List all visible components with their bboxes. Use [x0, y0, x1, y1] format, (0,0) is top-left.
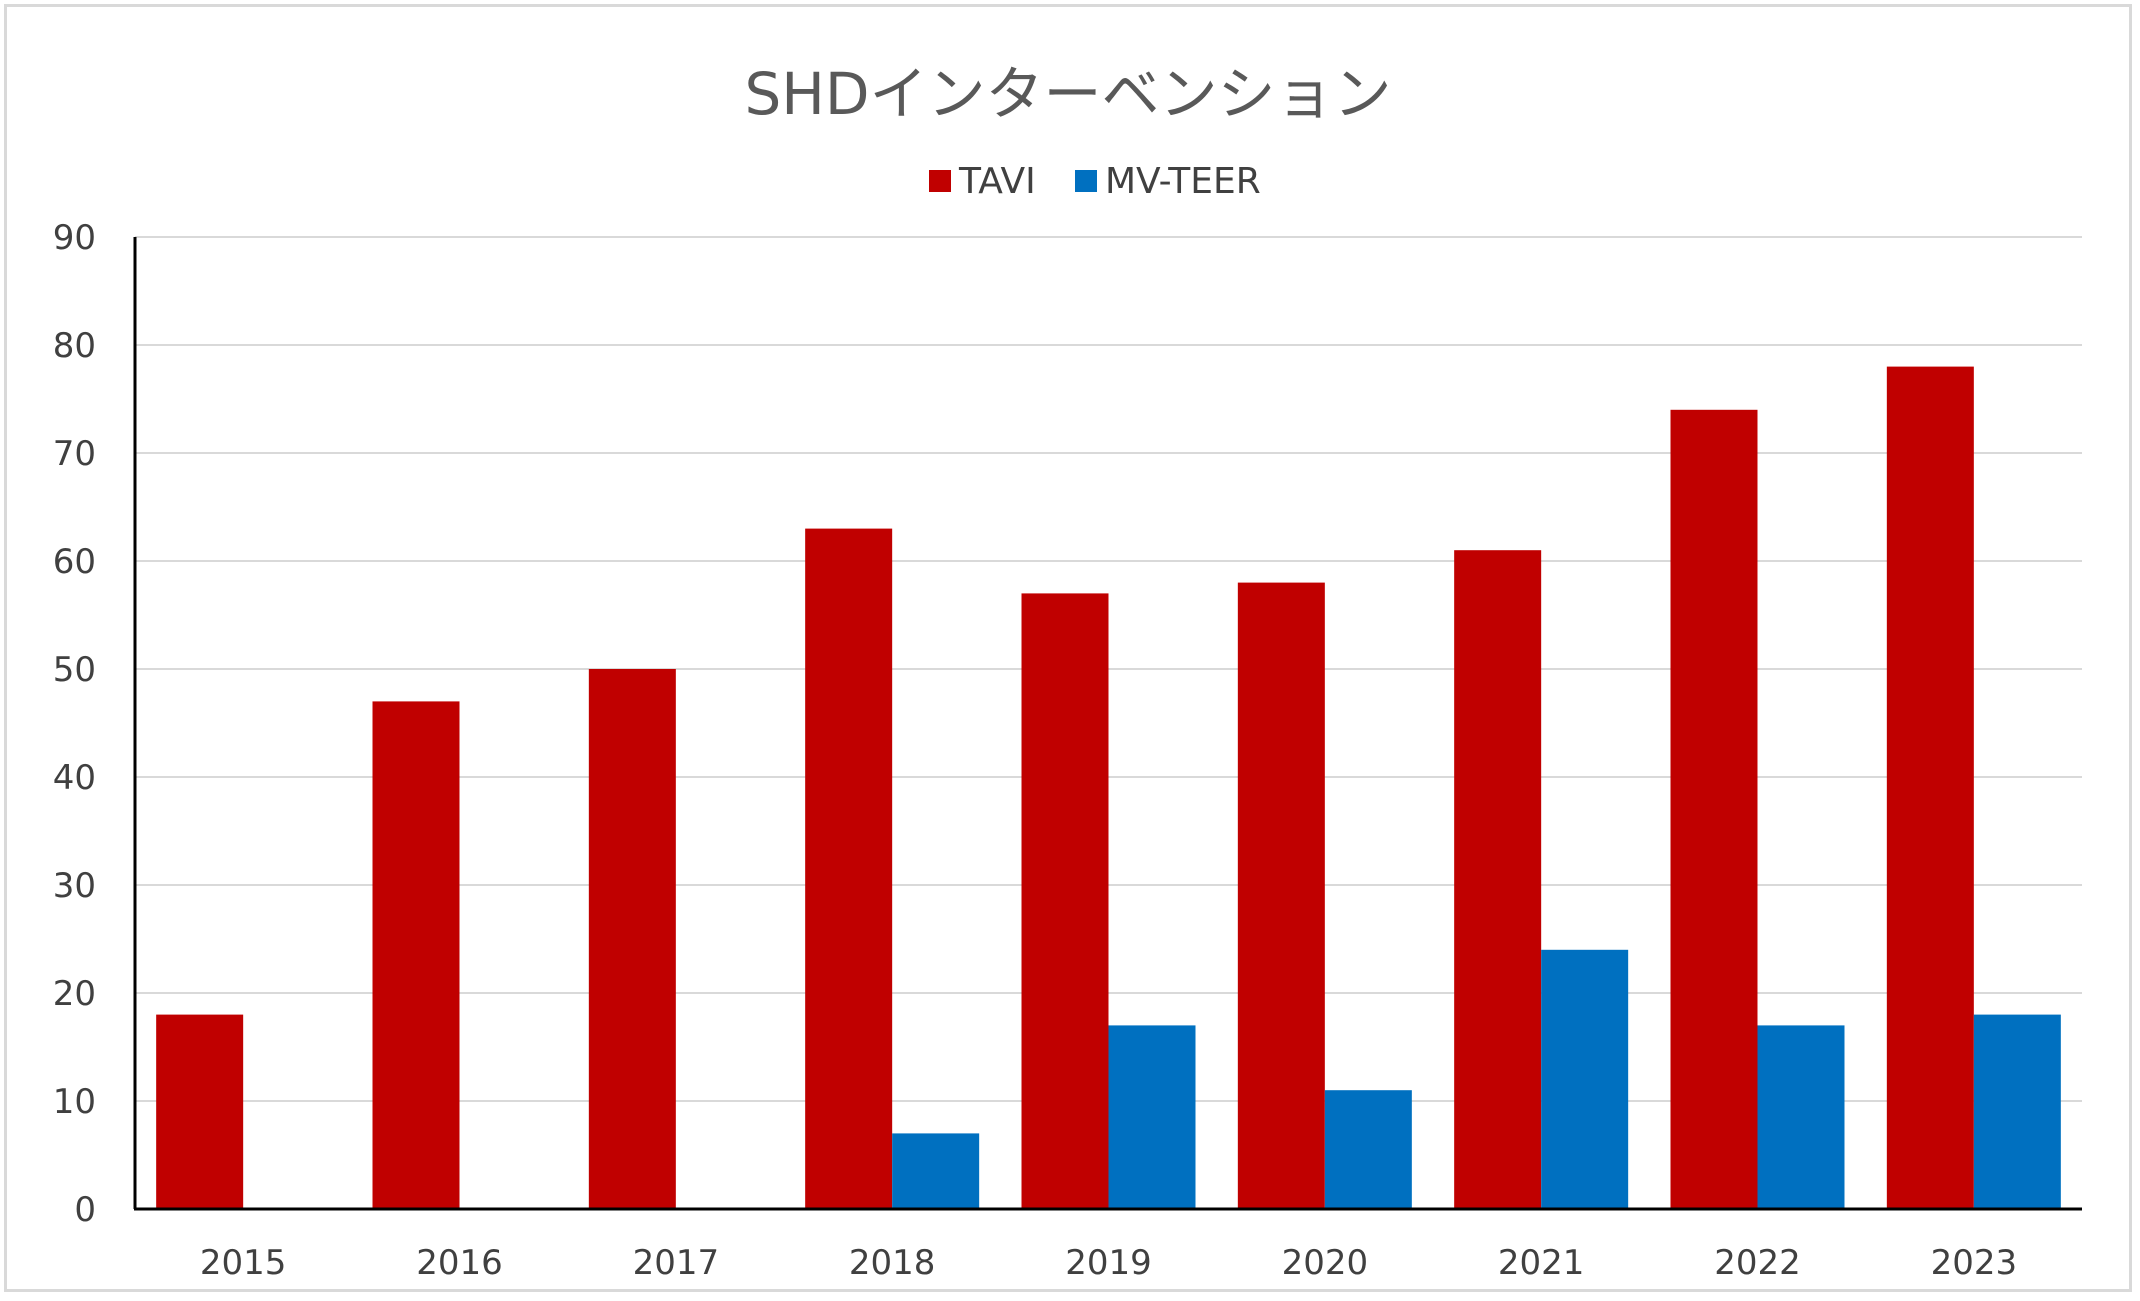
bar-tavi-2021 [1454, 550, 1542, 1209]
y-axis-ticks: 0 10 20 30 40 50 60 70 80 90 [53, 218, 96, 1230]
x-tick-label-2021: 2021 [1498, 1243, 1585, 1283]
legend-swatch-tavi [929, 170, 951, 192]
bar-mv-teer-2023 [1973, 1014, 2061, 1209]
y-tick-label-60: 60 [53, 542, 96, 582]
y-tick-label-40: 40 [53, 758, 96, 798]
x-tick-label-2015: 2015 [200, 1243, 287, 1283]
bar-mv-teer-2018 [892, 1133, 980, 1209]
x-axis-ticks: 2015 2016 2017 2018 2019 2020 2021 2022 2023 [200, 1243, 2017, 1283]
y-tick-label-50: 50 [53, 650, 96, 690]
y-tick-label-70: 70 [53, 434, 96, 474]
bars [156, 366, 2061, 1210]
bar-tavi-2022 [1670, 409, 1758, 1209]
y-tick-label-80: 80 [53, 326, 96, 366]
bar-mv-teer-2022 [1757, 1025, 1845, 1209]
bar-tavi-2016 [372, 701, 460, 1209]
bar-mv-teer-2019 [1108, 1025, 1196, 1209]
x-tick-label-2020: 2020 [1282, 1243, 1369, 1283]
legend-label-mv-teer: MV-TEER [1105, 161, 1261, 202]
x-tick-label-2022: 2022 [1714, 1243, 1801, 1283]
y-tick-label-20: 20 [53, 974, 96, 1014]
x-tick-label-2017: 2017 [633, 1243, 720, 1283]
bar-tavi-2017 [588, 669, 676, 1209]
x-tick-label-2023: 2023 [1931, 1243, 2018, 1283]
chart-title: SHDインターベンション [744, 60, 1391, 128]
x-tick-label-2016: 2016 [416, 1243, 503, 1283]
x-tick-label-2018: 2018 [849, 1243, 936, 1283]
legend: TAVI MV-TEER [929, 161, 1261, 202]
y-tick-label-10: 10 [53, 1082, 96, 1122]
bar-tavi-2019 [1021, 593, 1109, 1209]
y-tick-label-90: 90 [53, 218, 96, 258]
bar-tavi-2015 [156, 1014, 244, 1209]
bar-mv-teer-2020 [1324, 1090, 1412, 1209]
x-tick-label-2019: 2019 [1065, 1243, 1152, 1283]
bar-tavi-2023 [1886, 366, 1974, 1210]
y-tick-label-0: 0 [74, 1190, 96, 1230]
bar-mv-teer-2021 [1541, 949, 1629, 1209]
legend-swatch-mv-teer [1075, 170, 1097, 192]
legend-label-tavi: TAVI [958, 161, 1036, 202]
y-tick-label-30: 30 [53, 866, 96, 906]
bar-tavi-2018 [805, 528, 893, 1209]
bar-tavi-2020 [1237, 582, 1325, 1209]
